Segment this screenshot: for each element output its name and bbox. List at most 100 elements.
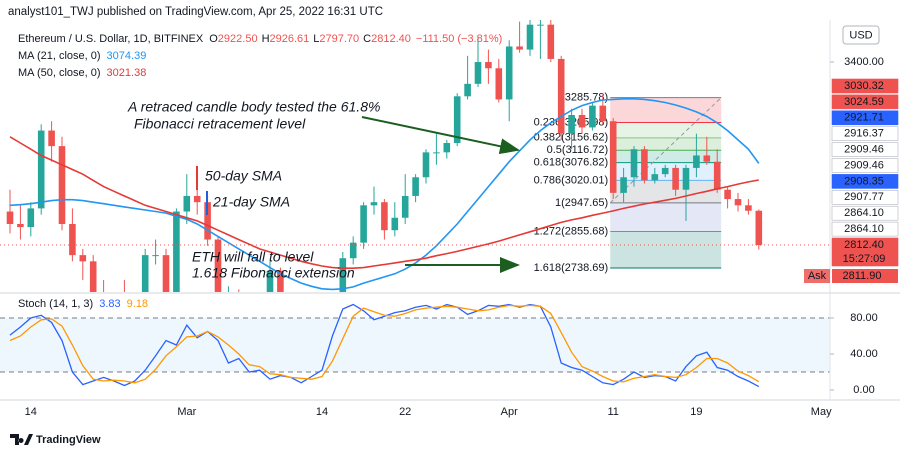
candle-body bbox=[589, 105, 596, 128]
candle-body bbox=[141, 255, 149, 292]
annotations: A retraced candle body tested the 61.8% … bbox=[127, 99, 520, 281]
candle-body bbox=[537, 24, 544, 26]
ma-value: 3074.39 bbox=[107, 50, 147, 62]
fib-band bbox=[610, 122, 722, 138]
candle-body bbox=[162, 255, 170, 292]
candle-body bbox=[266, 270, 274, 292]
ma-name: MA (50, close, 0) bbox=[18, 67, 101, 79]
currency-button[interactable] bbox=[842, 25, 880, 45]
price-tag-label: 2811.90 bbox=[843, 270, 882, 282]
candle-body bbox=[505, 46, 513, 100]
candle-body bbox=[599, 105, 607, 122]
candle-body bbox=[48, 130, 55, 147]
price-tags: 3030.32 3024.59 2921.71 2916.37 2909.46 2909.… bbox=[804, 78, 899, 283]
annotation-text: 50-day SMA bbox=[205, 168, 282, 184]
footer: TradingView bbox=[10, 434, 101, 446]
candle-body bbox=[37, 130, 45, 209]
stoch-band bbox=[0, 317, 830, 373]
candle-body bbox=[422, 152, 430, 178]
fib-label: 0.5(3116.72) bbox=[547, 144, 609, 156]
axes: USD 3400.00 14 Mar 14 22 Apr 11 19 May 80.00 40.00… bbox=[0, 20, 900, 418]
ohlc-value: 2926.61 bbox=[270, 33, 310, 45]
fib-label: (3285.78) bbox=[561, 92, 608, 104]
price-tag bbox=[831, 158, 899, 173]
candle-body bbox=[547, 24, 555, 59]
candle-body bbox=[183, 195, 191, 212]
candle-body bbox=[360, 205, 367, 243]
ma-legend: MA (50, close, 0) 3021.38 bbox=[18, 67, 146, 79]
ohlc-key: L bbox=[313, 33, 319, 45]
price-tag-label: 2909.46 bbox=[844, 144, 884, 156]
ohlc-value: 2922.50 bbox=[218, 33, 258, 45]
price-tag-label: 2864.10 bbox=[844, 207, 884, 219]
price-tag bbox=[831, 237, 899, 267]
y-tick-label: 40.00 bbox=[850, 348, 878, 360]
price-tag bbox=[831, 94, 899, 110]
candle-body bbox=[755, 210, 763, 246]
price-tag bbox=[831, 190, 899, 205]
candle-body bbox=[630, 149, 638, 178]
fib-band bbox=[610, 137, 722, 151]
symbol-name: Ethereum / U.S. Dollar, 1D, BITFINEX bbox=[18, 33, 204, 45]
candle-body bbox=[6, 211, 14, 224]
price-tag-label: 2908.35 bbox=[844, 175, 884, 187]
candle-body bbox=[173, 211, 180, 292]
price-tag bbox=[831, 126, 899, 141]
fib-label: 0.382(3156.62) bbox=[534, 132, 609, 144]
candle-body bbox=[277, 270, 284, 292]
ma-legend: MA (21, close, 0) 3074.39 bbox=[18, 50, 146, 62]
stoch-pane bbox=[0, 303, 830, 388]
fib-label: 1.272(2855.68) bbox=[534, 225, 609, 237]
x-tick-label: 14 bbox=[25, 406, 37, 418]
price-tag-label: 2864.10 bbox=[844, 223, 884, 235]
annotation-text: 1.618 Fibonacci extension bbox=[192, 265, 355, 281]
ohlc-key: O bbox=[209, 33, 218, 45]
candle-body bbox=[152, 255, 159, 257]
candle-body bbox=[453, 96, 461, 144]
candle-body bbox=[495, 68, 503, 100]
fib-label: 0.618(3076.82) bbox=[534, 157, 609, 169]
ma-line bbox=[9, 98, 760, 291]
price-tag bbox=[831, 174, 899, 189]
candle-body bbox=[17, 223, 24, 228]
candle-body bbox=[485, 62, 492, 69]
candle-body bbox=[526, 24, 534, 50]
x-tick-label: 19 bbox=[690, 406, 702, 418]
candle-body bbox=[693, 155, 700, 168]
price-tag-label: 2909.46 bbox=[844, 159, 884, 171]
candle-body bbox=[381, 202, 388, 231]
candle-body bbox=[443, 143, 451, 153]
candle-body bbox=[339, 258, 347, 292]
price-tag-label: 3030.32 bbox=[844, 80, 884, 92]
annotation-text: ETH will fall to level bbox=[192, 249, 314, 265]
ma-line bbox=[9, 136, 759, 269]
ohlc-key: H bbox=[262, 33, 270, 45]
candle-body bbox=[370, 202, 378, 206]
publish-header: analyst101_TWJ published on TradingView.… bbox=[8, 6, 383, 18]
candle-body bbox=[204, 202, 211, 240]
candle-body bbox=[713, 161, 721, 190]
price-tag-label: 2916.37 bbox=[844, 128, 884, 140]
x-tick-label: Mar bbox=[177, 406, 196, 418]
brand-name: TradingView bbox=[36, 434, 101, 446]
price-tag bbox=[831, 78, 899, 94]
candle-body bbox=[89, 261, 97, 292]
y-tick-label: 0.00 bbox=[853, 384, 874, 396]
countdown: 15:27:09 bbox=[843, 253, 886, 265]
x-tick-label: 22 bbox=[399, 406, 411, 418]
candle-body bbox=[745, 205, 752, 211]
candle-body bbox=[474, 62, 482, 84]
price-tag-label: 3024.59 bbox=[844, 96, 884, 108]
candle-body bbox=[193, 195, 201, 203]
price-tag-label: 2812.40 bbox=[844, 239, 884, 251]
x-tick-label: 11 bbox=[607, 406, 618, 418]
price-pane: (3285.78)0.236(3205.98)0.382(3156.62)0.5… bbox=[0, 20, 830, 292]
annotation-text: A retraced candle body tested the 61.8% bbox=[127, 99, 380, 115]
side-tag bbox=[804, 269, 830, 283]
price-tag bbox=[831, 110, 899, 126]
candle-body bbox=[27, 208, 35, 228]
candle-body bbox=[349, 242, 357, 259]
ohlc-value: 2797.70 bbox=[319, 33, 359, 45]
